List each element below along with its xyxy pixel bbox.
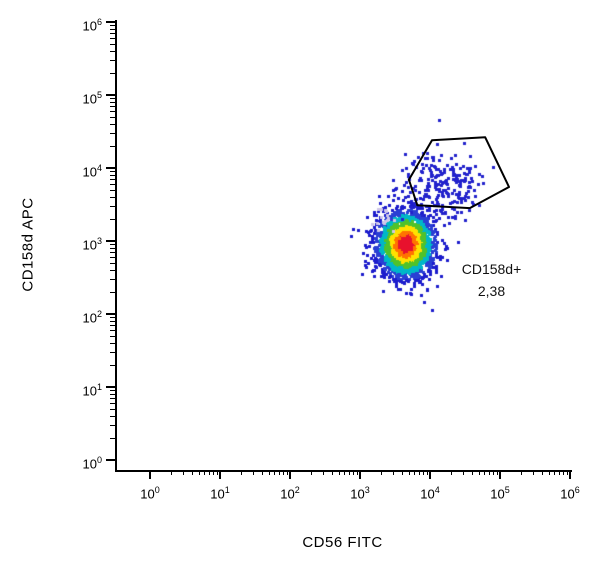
y-major-tick (106, 21, 115, 23)
gate-label: CD158d+ (461, 260, 522, 277)
x-tick-label: 100 (140, 485, 160, 502)
x-tick-label: 106 (560, 485, 580, 502)
plot-area: CD158d+ 2,38 (115, 20, 572, 472)
y-tick-label: 104 (82, 163, 102, 180)
x-tick-label: 102 (280, 485, 300, 502)
y-major-tick (106, 94, 115, 96)
y-tick-label: 106 (82, 17, 102, 34)
x-axis-title: CD56 FITC (302, 534, 383, 551)
y-tick-label: 101 (82, 382, 102, 399)
y-major-tick (106, 167, 115, 169)
y-tick-label: 102 (82, 309, 102, 326)
y-tick-label: 105 (82, 90, 102, 107)
x-tick-label: 105 (490, 485, 510, 502)
y-tick-label: 103 (82, 236, 102, 253)
gate-value: 2,38 (477, 282, 506, 299)
y-major-tick (106, 240, 115, 242)
y-major-tick (106, 386, 115, 388)
x-tick-label: 101 (210, 485, 230, 502)
x-tick-label: 104 (420, 485, 440, 502)
y-major-tick (106, 459, 115, 461)
y-major-tick (106, 313, 115, 315)
scatter-density-canvas (117, 20, 572, 470)
x-tick-label: 103 (350, 485, 370, 502)
y-tick-label: 100 (82, 455, 102, 472)
y-axis-title: CD158d APC (19, 197, 37, 292)
